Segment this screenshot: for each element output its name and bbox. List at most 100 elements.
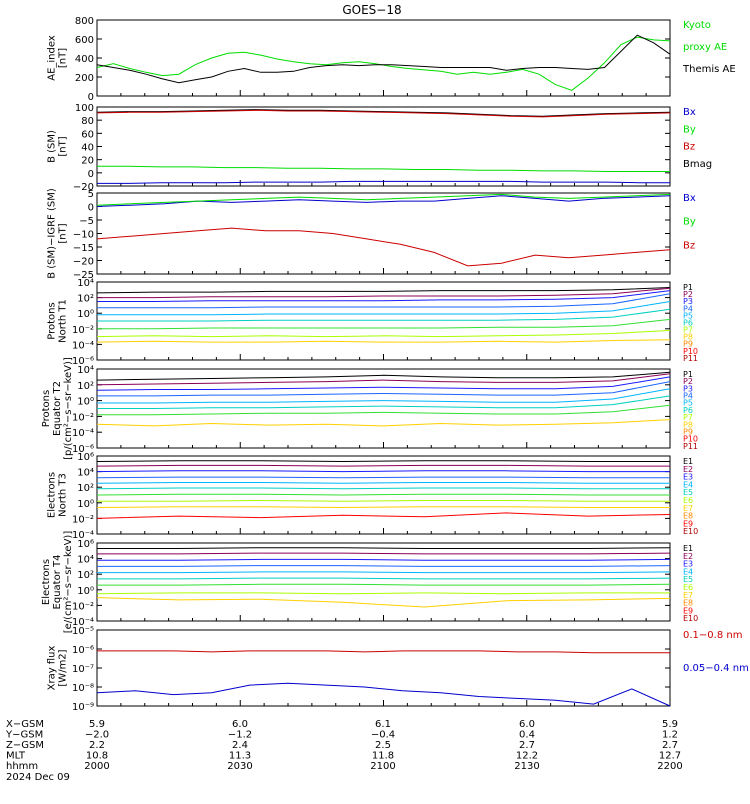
panel-4-legend-entry: P2	[683, 290, 693, 299]
panel-4-ytick-label: 10⁰	[77, 309, 94, 320]
panel-4-legend-entry: P5	[683, 311, 693, 320]
panel-5-series-line	[96, 419, 671, 427]
xaxis-tick-value: 2130	[514, 761, 539, 772]
panel-2-frame	[96, 106, 671, 187]
panel-4-series-line	[96, 329, 671, 338]
panel-2-legend-entry: Bx	[683, 107, 696, 118]
panel-5-series-line	[97, 395, 671, 409]
panel-8-ytick-label: 10⁻⁸	[72, 683, 94, 694]
panel-6-series-line	[96, 487, 670, 490]
panel-7-ytick-label: 10⁰	[77, 586, 94, 597]
panel-7-series-line	[97, 565, 671, 567]
panel-7-ylabel: [e/(cm²−s−sr−keV)]	[63, 531, 74, 634]
panel-6-series-line	[96, 476, 670, 479]
panel-5-series-line	[96, 371, 671, 381]
panel-4-series-line	[97, 301, 671, 316]
panel-3-ytick-label: −5	[79, 216, 94, 227]
panel-5-ytick-label: 10⁰	[77, 397, 94, 408]
panel-7-ylabel: Equator T4	[52, 555, 63, 610]
panel-7-legend-entry: E6	[683, 583, 693, 592]
panel-5-legend-entry: P10	[683, 435, 698, 444]
panel-6-legend-entry: E10	[683, 527, 698, 536]
panel-4-series-line	[96, 339, 671, 343]
panel-4-legend-entry: P3	[683, 297, 693, 306]
panel-5-legend-entry: P7	[683, 413, 693, 422]
panel-6-legend-entry: E7	[683, 504, 693, 513]
panel-8-series-line	[97, 650, 670, 654]
xaxis-tick-value: 2.4	[232, 740, 248, 751]
panel-4-series-line	[96, 287, 671, 294]
panel-7-legend-entry: E1	[683, 544, 693, 553]
panel-3-ytick-label: −15	[73, 243, 94, 254]
panel-1-frame	[96, 19, 671, 97]
panel-1-ytick-label: 400	[75, 54, 94, 65]
panel-2-ytick-label: 40	[81, 143, 94, 154]
panel-5-legend-entry: P3	[683, 384, 693, 393]
panel-7-frame	[96, 542, 671, 622]
panel-8-legend-entry: 0.05−0.4 nm	[683, 663, 749, 674]
panel-2-ylabel: [nT]	[58, 136, 69, 156]
panel-5-ylabel: [p/(cm²−s−sr−keV)]	[63, 357, 74, 460]
panel-5-ylabel: Protons	[41, 390, 52, 427]
panel-4-ytick-label: 10⁻⁴	[72, 340, 94, 351]
panel-4-legend-entry: P6	[683, 318, 693, 327]
panel-5-ytick-label: 10⁻²	[72, 412, 94, 423]
panel-7-legend-entry: E9	[683, 606, 693, 615]
panel-8-ytick-label: 10⁻⁷	[72, 664, 94, 675]
panel-7-series-line	[97, 571, 671, 574]
xaxis-tick-value: −2.0	[85, 730, 109, 741]
panel-4-ytick-label: 10⁻²	[72, 325, 94, 336]
xaxis-row-label: Y−GSM	[5, 730, 43, 741]
panel-8-ylabel: Xray flux	[47, 646, 58, 691]
xaxis-tick-value: 2030	[227, 761, 252, 772]
panel-1-ytick-label: 600	[75, 35, 94, 46]
panel-3-frame	[96, 192, 671, 275]
panel-4-series-line	[97, 308, 671, 322]
panel-4-legend-entry: P10	[683, 347, 698, 356]
panel-4-series-line	[97, 318, 671, 330]
xaxis-tick-value: 2100	[370, 761, 395, 772]
panel-7-legend-entry: E3	[683, 560, 693, 569]
panel-2-series-line	[97, 165, 670, 172]
xaxis-tick-value: 1.2	[662, 730, 678, 741]
xaxis-row-label: X−GSM	[6, 719, 44, 730]
panel-6-ytick-label: 10⁴	[77, 468, 94, 479]
panel-6-ytick-label: 10⁻²	[72, 514, 94, 525]
panel-5-series-line	[97, 388, 671, 404]
xaxis-tick-value: 5.9	[89, 719, 105, 730]
panel-2-ytick-label: 0	[88, 169, 94, 180]
xaxis-tick-value: −0.4	[371, 730, 395, 741]
panel-7-legend-entry: E8	[683, 599, 693, 608]
panel-5-legend-entry: P5	[683, 399, 693, 408]
panel-5-ytick-label: 10²	[77, 381, 94, 392]
xaxis-tick-value: 11.8	[372, 751, 394, 762]
panel-2-ytick-label: −20	[73, 182, 94, 193]
panel-6-series-line	[96, 470, 670, 473]
panel-6-legend-entry: E9	[683, 519, 693, 528]
panel-1-legend-entry: Kyoto	[683, 20, 711, 31]
panel-3-ytick-label: 0	[88, 203, 94, 214]
panel-6-series-line	[96, 460, 670, 463]
panel-4-legend-entry: P1	[683, 283, 693, 292]
panel-3-ylabel: B (SM)−IGRF (SM)	[47, 188, 58, 279]
panel-2-series-line	[97, 180, 670, 184]
panel-8-ylabel: [W/m2]	[58, 649, 69, 686]
panel-1-ylabel: [nT]	[58, 48, 69, 68]
xaxis-tick-value: 2.2	[89, 740, 105, 751]
panel-8-ytick-label: 10⁻⁹	[72, 702, 94, 713]
panel-1-ylabel: AE_index	[47, 35, 58, 81]
xaxis-row-label: Z−GSM	[6, 740, 44, 751]
panel-5-series-line	[97, 404, 671, 416]
panel-5-legend-entry: P11	[683, 442, 698, 451]
panel-1-ytick-label: 800	[75, 16, 94, 27]
panel-7-legend-entry: E4	[683, 567, 693, 576]
panel-7-legend-entry: E7	[683, 591, 693, 600]
panel-6-legend-entry: E2	[683, 465, 693, 474]
panel-2-ylabel: B (SM)	[47, 130, 58, 163]
panel-2-legend-entry: Bmag	[683, 159, 712, 170]
panel-3-ytick-label: −20	[73, 257, 94, 268]
panel-8-ytick-label: 10⁻⁵	[72, 626, 94, 637]
panel-7-ytick-label: 10⁴	[77, 555, 94, 566]
panel-5-legend-entry: P6	[683, 406, 693, 415]
